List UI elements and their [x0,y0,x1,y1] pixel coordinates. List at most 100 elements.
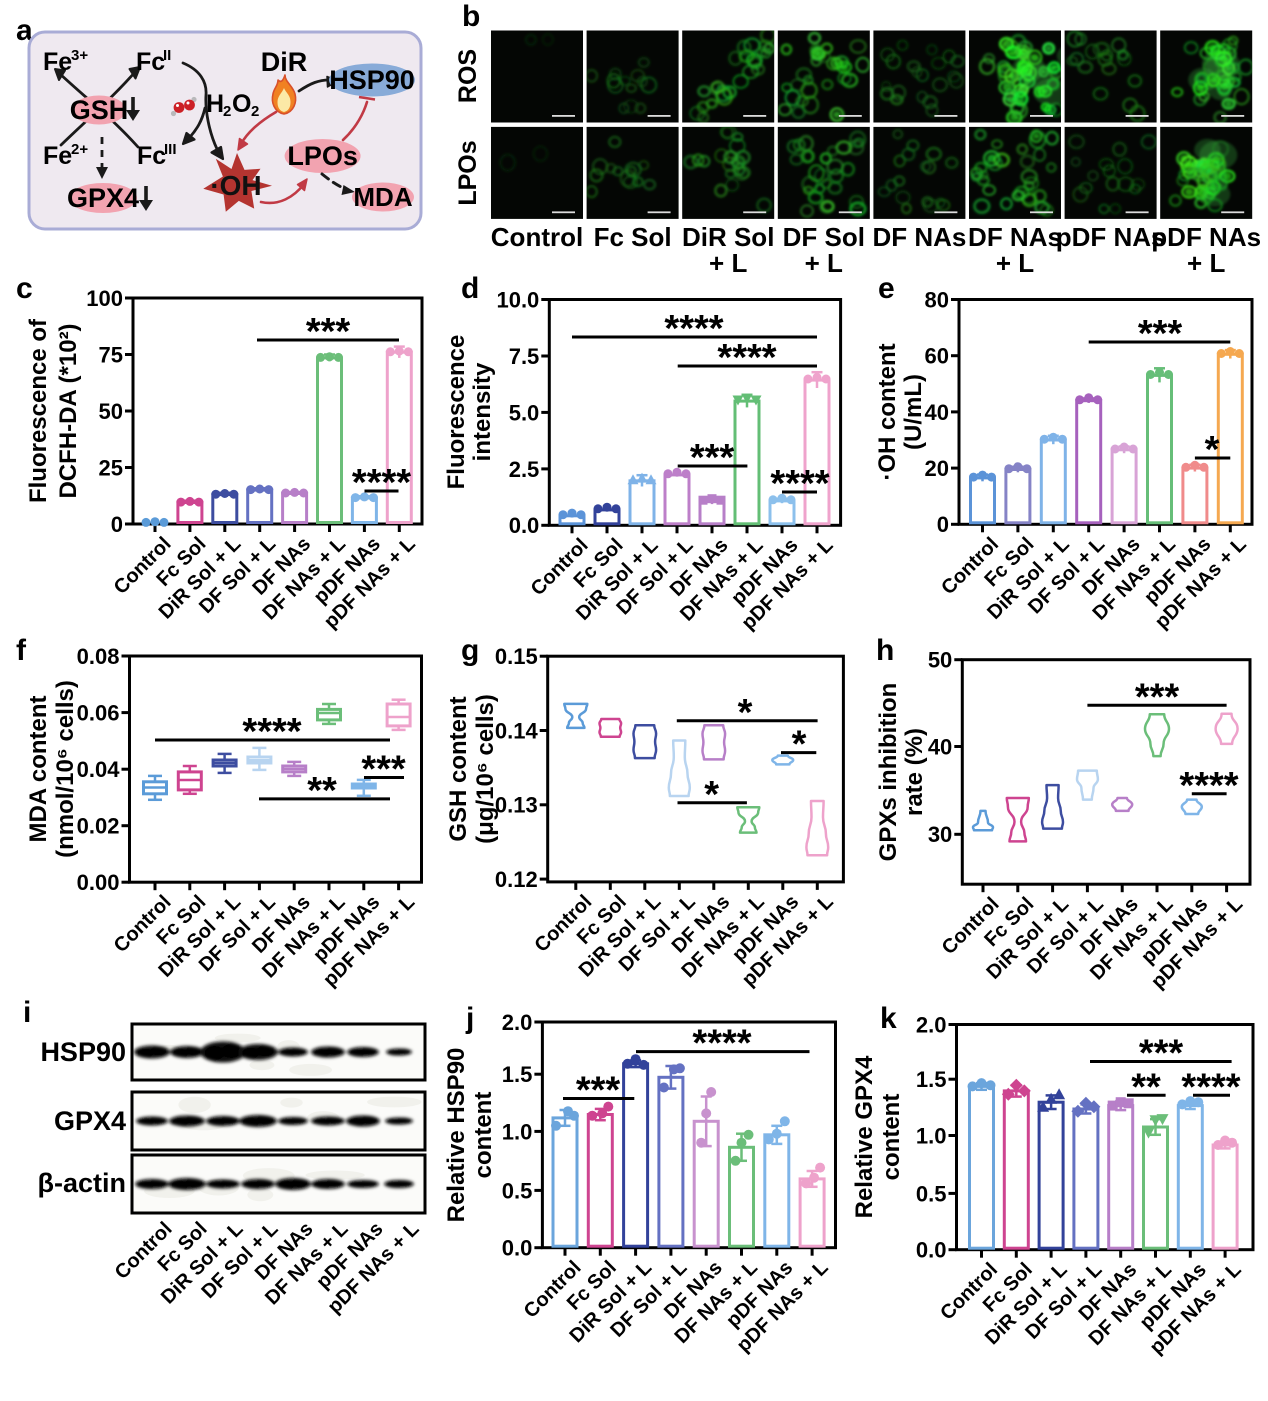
svg-text:****: **** [664,308,723,350]
svg-text:i: i [23,996,31,1029]
svg-text:****: **** [1179,765,1238,807]
svg-text:*: * [704,774,719,816]
svg-text:****: **** [692,1023,751,1065]
svg-text:0.00: 0.00 [77,870,120,895]
svg-text:2: 2 [223,103,231,120]
svg-text:(μg/10⁶ cells): (μg/10⁶ cells) [472,694,499,844]
svg-text:DCFH-DA (*10²): DCFH-DA (*10²) [55,323,82,498]
svg-text:GPX4: GPX4 [54,1106,126,1136]
svg-text:b: b [462,0,480,33]
svg-text:+ L: + L [1187,248,1225,278]
svg-text:****: **** [1181,1066,1240,1108]
svg-text:0.0: 0.0 [509,513,540,538]
svg-text:0.0: 0.0 [502,1236,533,1261]
svg-text:a: a [16,14,33,47]
svg-text:II: II [163,47,171,64]
svg-text:Relative HSP90: Relative HSP90 [443,1048,470,1223]
svg-text:***: *** [1138,313,1183,355]
svg-text:MDA: MDA [353,182,412,212]
svg-text:Fluorescence: Fluorescence [443,335,470,490]
svg-text:d: d [461,272,479,305]
svg-text:·OH content: ·OH content [874,343,901,480]
svg-text:40: 40 [928,734,952,759]
svg-text:****: **** [352,462,411,504]
svg-text:0.15: 0.15 [495,644,538,669]
svg-text:3+: 3+ [71,47,88,64]
svg-text:Fc: Fc [136,48,165,76]
svg-text:10.0: 10.0 [496,287,539,312]
svg-text:MDA content: MDA content [25,695,52,842]
svg-text:ROS: ROS [454,49,482,103]
svg-text:*: * [738,692,753,734]
svg-text:***: *** [361,749,406,791]
svg-text:O: O [232,90,251,118]
svg-text:25: 25 [99,455,123,480]
svg-text:0.5: 0.5 [502,1178,533,1203]
svg-text:***: *** [306,311,351,353]
svg-text:*: * [792,724,807,766]
svg-text:LPOs: LPOs [454,140,482,205]
svg-text:pDF NAs: pDF NAs [1151,222,1261,252]
svg-text:k: k [880,1002,897,1035]
svg-text:0.14: 0.14 [495,718,539,743]
svg-text:HSP90: HSP90 [329,65,415,95]
svg-text:0.08: 0.08 [77,644,120,669]
svg-text:1.0: 1.0 [916,1123,947,1148]
svg-text:DF Sol: DF Sol [783,222,865,252]
svg-text:DiR: DiR [261,47,308,77]
svg-text:+ L: + L [996,248,1034,278]
svg-text:+ L: + L [805,248,843,278]
svg-text:GPX4: GPX4 [67,183,139,213]
svg-text:0.13: 0.13 [495,793,538,818]
svg-text:2.0: 2.0 [916,1012,947,1037]
svg-text:GPXs inhibition: GPXs inhibition [875,683,902,862]
svg-text:****: **** [717,337,776,379]
svg-text:DF NAs: DF NAs [968,222,1062,252]
svg-text:Control: Control [491,222,583,252]
svg-text:Fe: Fe [43,48,72,76]
svg-text:c: c [16,272,33,305]
svg-text:0: 0 [937,512,949,537]
svg-text:0.5: 0.5 [916,1181,947,1206]
svg-text:DiR Sol: DiR Sol [682,222,774,252]
svg-text:Fe: Fe [43,142,72,170]
svg-text:50: 50 [99,399,123,424]
svg-text:0.12: 0.12 [495,867,538,892]
svg-text:β-actin: β-actin [38,1168,127,1198]
svg-text:100: 100 [86,286,123,311]
svg-text:HSP90: HSP90 [40,1037,126,1067]
svg-text:1.5: 1.5 [916,1067,947,1092]
svg-text:1.0: 1.0 [502,1119,533,1144]
svg-text:III: III [164,141,177,158]
svg-text:f: f [16,634,27,667]
svg-text:2.5: 2.5 [509,457,540,482]
svg-text:0.06: 0.06 [77,701,120,726]
svg-text:***: *** [1135,676,1180,718]
svg-text:0.04: 0.04 [77,757,121,782]
svg-text:**: ** [1131,1066,1161,1108]
svg-text:Fc Sol: Fc Sol [594,222,672,252]
svg-text:***: *** [1139,1033,1184,1075]
svg-text:Relative GPX4: Relative GPX4 [851,1055,878,1218]
svg-text:GSH content: GSH content [445,696,472,841]
svg-text:Fc: Fc [137,142,166,170]
svg-text:*: * [1205,429,1220,471]
svg-text:**: ** [307,770,337,812]
svg-text:2+: 2+ [71,141,88,158]
svg-text:5.0: 5.0 [509,400,540,425]
svg-text:DF NAs: DF NAs [872,222,966,252]
svg-text:e: e [878,272,895,305]
svg-text:****: **** [242,711,301,753]
svg-text:***: *** [690,437,735,479]
svg-text:content: content [878,1094,905,1181]
svg-text:H: H [206,90,224,118]
svg-text:***: *** [576,1070,621,1112]
svg-text:(U/mL): (U/mL) [900,374,927,450]
svg-text:40: 40 [925,400,949,425]
svg-text:0.02: 0.02 [77,814,120,839]
svg-text:****: **** [770,463,829,505]
svg-text:2: 2 [251,103,259,120]
svg-text:0.0: 0.0 [916,1238,947,1263]
svg-text:rate (%): rate (%) [901,728,928,816]
svg-text:(nmol/10⁶ cells): (nmol/10⁶ cells) [52,680,79,858]
